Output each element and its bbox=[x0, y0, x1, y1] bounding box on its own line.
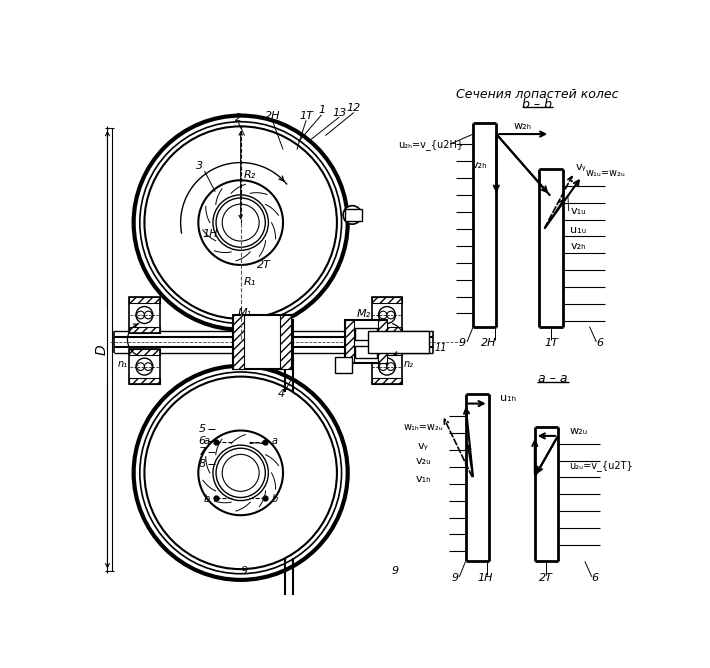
Bar bbox=[129, 349, 160, 355]
Circle shape bbox=[136, 307, 153, 323]
Text: 12: 12 bbox=[346, 103, 361, 113]
Text: u₁ᵤ: u₁ᵤ bbox=[570, 225, 586, 235]
Circle shape bbox=[387, 363, 395, 371]
Bar bbox=[280, 315, 290, 369]
Bar bbox=[356, 346, 377, 358]
Text: 1Н: 1Н bbox=[477, 573, 493, 583]
Text: 9: 9 bbox=[241, 566, 248, 576]
Text: u₂ᵤ=v_{u2T}: u₂ᵤ=v_{u2T} bbox=[569, 460, 633, 471]
Bar bbox=[344, 208, 361, 221]
Bar bbox=[233, 319, 279, 365]
Circle shape bbox=[133, 116, 348, 329]
Bar bbox=[371, 349, 403, 355]
Text: v₂ₕ: v₂ₕ bbox=[570, 240, 586, 250]
Circle shape bbox=[244, 338, 252, 346]
Circle shape bbox=[378, 358, 395, 375]
Bar bbox=[344, 321, 354, 363]
Circle shape bbox=[379, 363, 387, 371]
Text: a: a bbox=[204, 436, 210, 446]
Bar bbox=[378, 321, 387, 363]
Bar bbox=[233, 315, 244, 369]
Text: n₁: n₁ bbox=[118, 359, 128, 369]
Bar bbox=[335, 357, 352, 373]
Text: 6: 6 bbox=[596, 339, 603, 349]
Text: R₂: R₂ bbox=[244, 170, 256, 180]
Text: n₂: n₂ bbox=[403, 359, 413, 369]
Text: 2Т: 2Т bbox=[540, 573, 553, 583]
Text: 6: 6 bbox=[199, 436, 206, 446]
Bar bbox=[371, 297, 403, 303]
Text: M₁: M₁ bbox=[237, 308, 251, 318]
Bar bbox=[129, 349, 160, 384]
Text: a – a: a – a bbox=[537, 373, 567, 385]
Text: D: D bbox=[94, 344, 109, 355]
Text: b: b bbox=[271, 494, 278, 504]
Text: vᵧ: vᵧ bbox=[417, 441, 429, 451]
Text: v₂ᵤ: v₂ᵤ bbox=[415, 456, 431, 466]
Circle shape bbox=[378, 307, 395, 323]
Text: vᵧ: vᵧ bbox=[576, 162, 586, 172]
Text: 13: 13 bbox=[332, 108, 346, 118]
Circle shape bbox=[137, 363, 144, 371]
Text: a: a bbox=[271, 436, 278, 446]
Circle shape bbox=[137, 311, 144, 319]
Text: 9: 9 bbox=[451, 573, 458, 583]
Circle shape bbox=[387, 311, 395, 319]
Text: 1Т: 1Т bbox=[299, 111, 313, 121]
Text: v₁ᵤ: v₁ᵤ bbox=[570, 206, 586, 216]
Text: 2Н: 2Н bbox=[481, 339, 496, 349]
Text: 5: 5 bbox=[199, 424, 206, 434]
Text: u₁ₕ: u₁ₕ bbox=[500, 393, 516, 403]
Text: 9: 9 bbox=[391, 566, 398, 576]
Bar bbox=[233, 319, 244, 365]
Circle shape bbox=[133, 366, 348, 580]
Text: 11: 11 bbox=[435, 343, 447, 353]
Bar bbox=[368, 331, 430, 353]
Text: 1Т: 1Т bbox=[544, 339, 558, 349]
Text: 3: 3 bbox=[196, 162, 204, 172]
Bar bbox=[371, 297, 403, 333]
Text: Сечения лопастей колес: Сечения лопастей колес bbox=[456, 88, 618, 100]
Circle shape bbox=[343, 206, 361, 224]
Circle shape bbox=[144, 311, 152, 319]
Bar bbox=[356, 328, 377, 341]
Circle shape bbox=[136, 358, 153, 375]
Bar bbox=[129, 297, 160, 333]
Text: 7: 7 bbox=[199, 447, 206, 457]
Text: 2Н: 2Н bbox=[265, 111, 280, 121]
Text: 9: 9 bbox=[459, 339, 466, 349]
Bar bbox=[344, 321, 387, 363]
Bar bbox=[129, 327, 160, 333]
Text: 1Н: 1Н bbox=[202, 229, 218, 239]
Text: w₂ₕ: w₂ₕ bbox=[513, 122, 532, 132]
Text: 2Т: 2Т bbox=[257, 260, 271, 270]
Bar bbox=[233, 315, 290, 369]
Text: u₂ₕ=v_{u2H}: u₂ₕ=v_{u2H} bbox=[398, 139, 464, 150]
Circle shape bbox=[379, 311, 387, 319]
Bar bbox=[371, 327, 403, 333]
Text: b – b: b – b bbox=[522, 98, 552, 112]
Text: v₂ₕ: v₂ₕ bbox=[471, 160, 487, 170]
Circle shape bbox=[260, 338, 268, 346]
Text: 1: 1 bbox=[318, 105, 325, 115]
Text: w₁ₕ=w₂ᵤ: w₁ₕ=w₂ᵤ bbox=[403, 422, 443, 432]
Bar bbox=[129, 297, 160, 303]
Text: R₁: R₁ bbox=[244, 277, 256, 287]
Text: 2: 2 bbox=[235, 113, 242, 123]
Bar bbox=[129, 378, 160, 384]
Text: M₂: M₂ bbox=[357, 309, 371, 319]
Text: w₁ᵤ=w₂ᵤ: w₁ᵤ=w₂ᵤ bbox=[586, 168, 626, 178]
Text: w₂ᵤ: w₂ᵤ bbox=[569, 426, 588, 436]
Bar bbox=[371, 349, 403, 384]
Text: b: b bbox=[204, 494, 210, 504]
Circle shape bbox=[144, 363, 152, 371]
Bar bbox=[268, 319, 279, 365]
Text: 8: 8 bbox=[199, 459, 206, 469]
Text: 6: 6 bbox=[591, 573, 599, 583]
Text: v₁ₕ: v₁ₕ bbox=[415, 474, 431, 484]
Circle shape bbox=[245, 331, 267, 353]
Text: 4: 4 bbox=[278, 389, 285, 399]
Bar bbox=[371, 378, 403, 384]
